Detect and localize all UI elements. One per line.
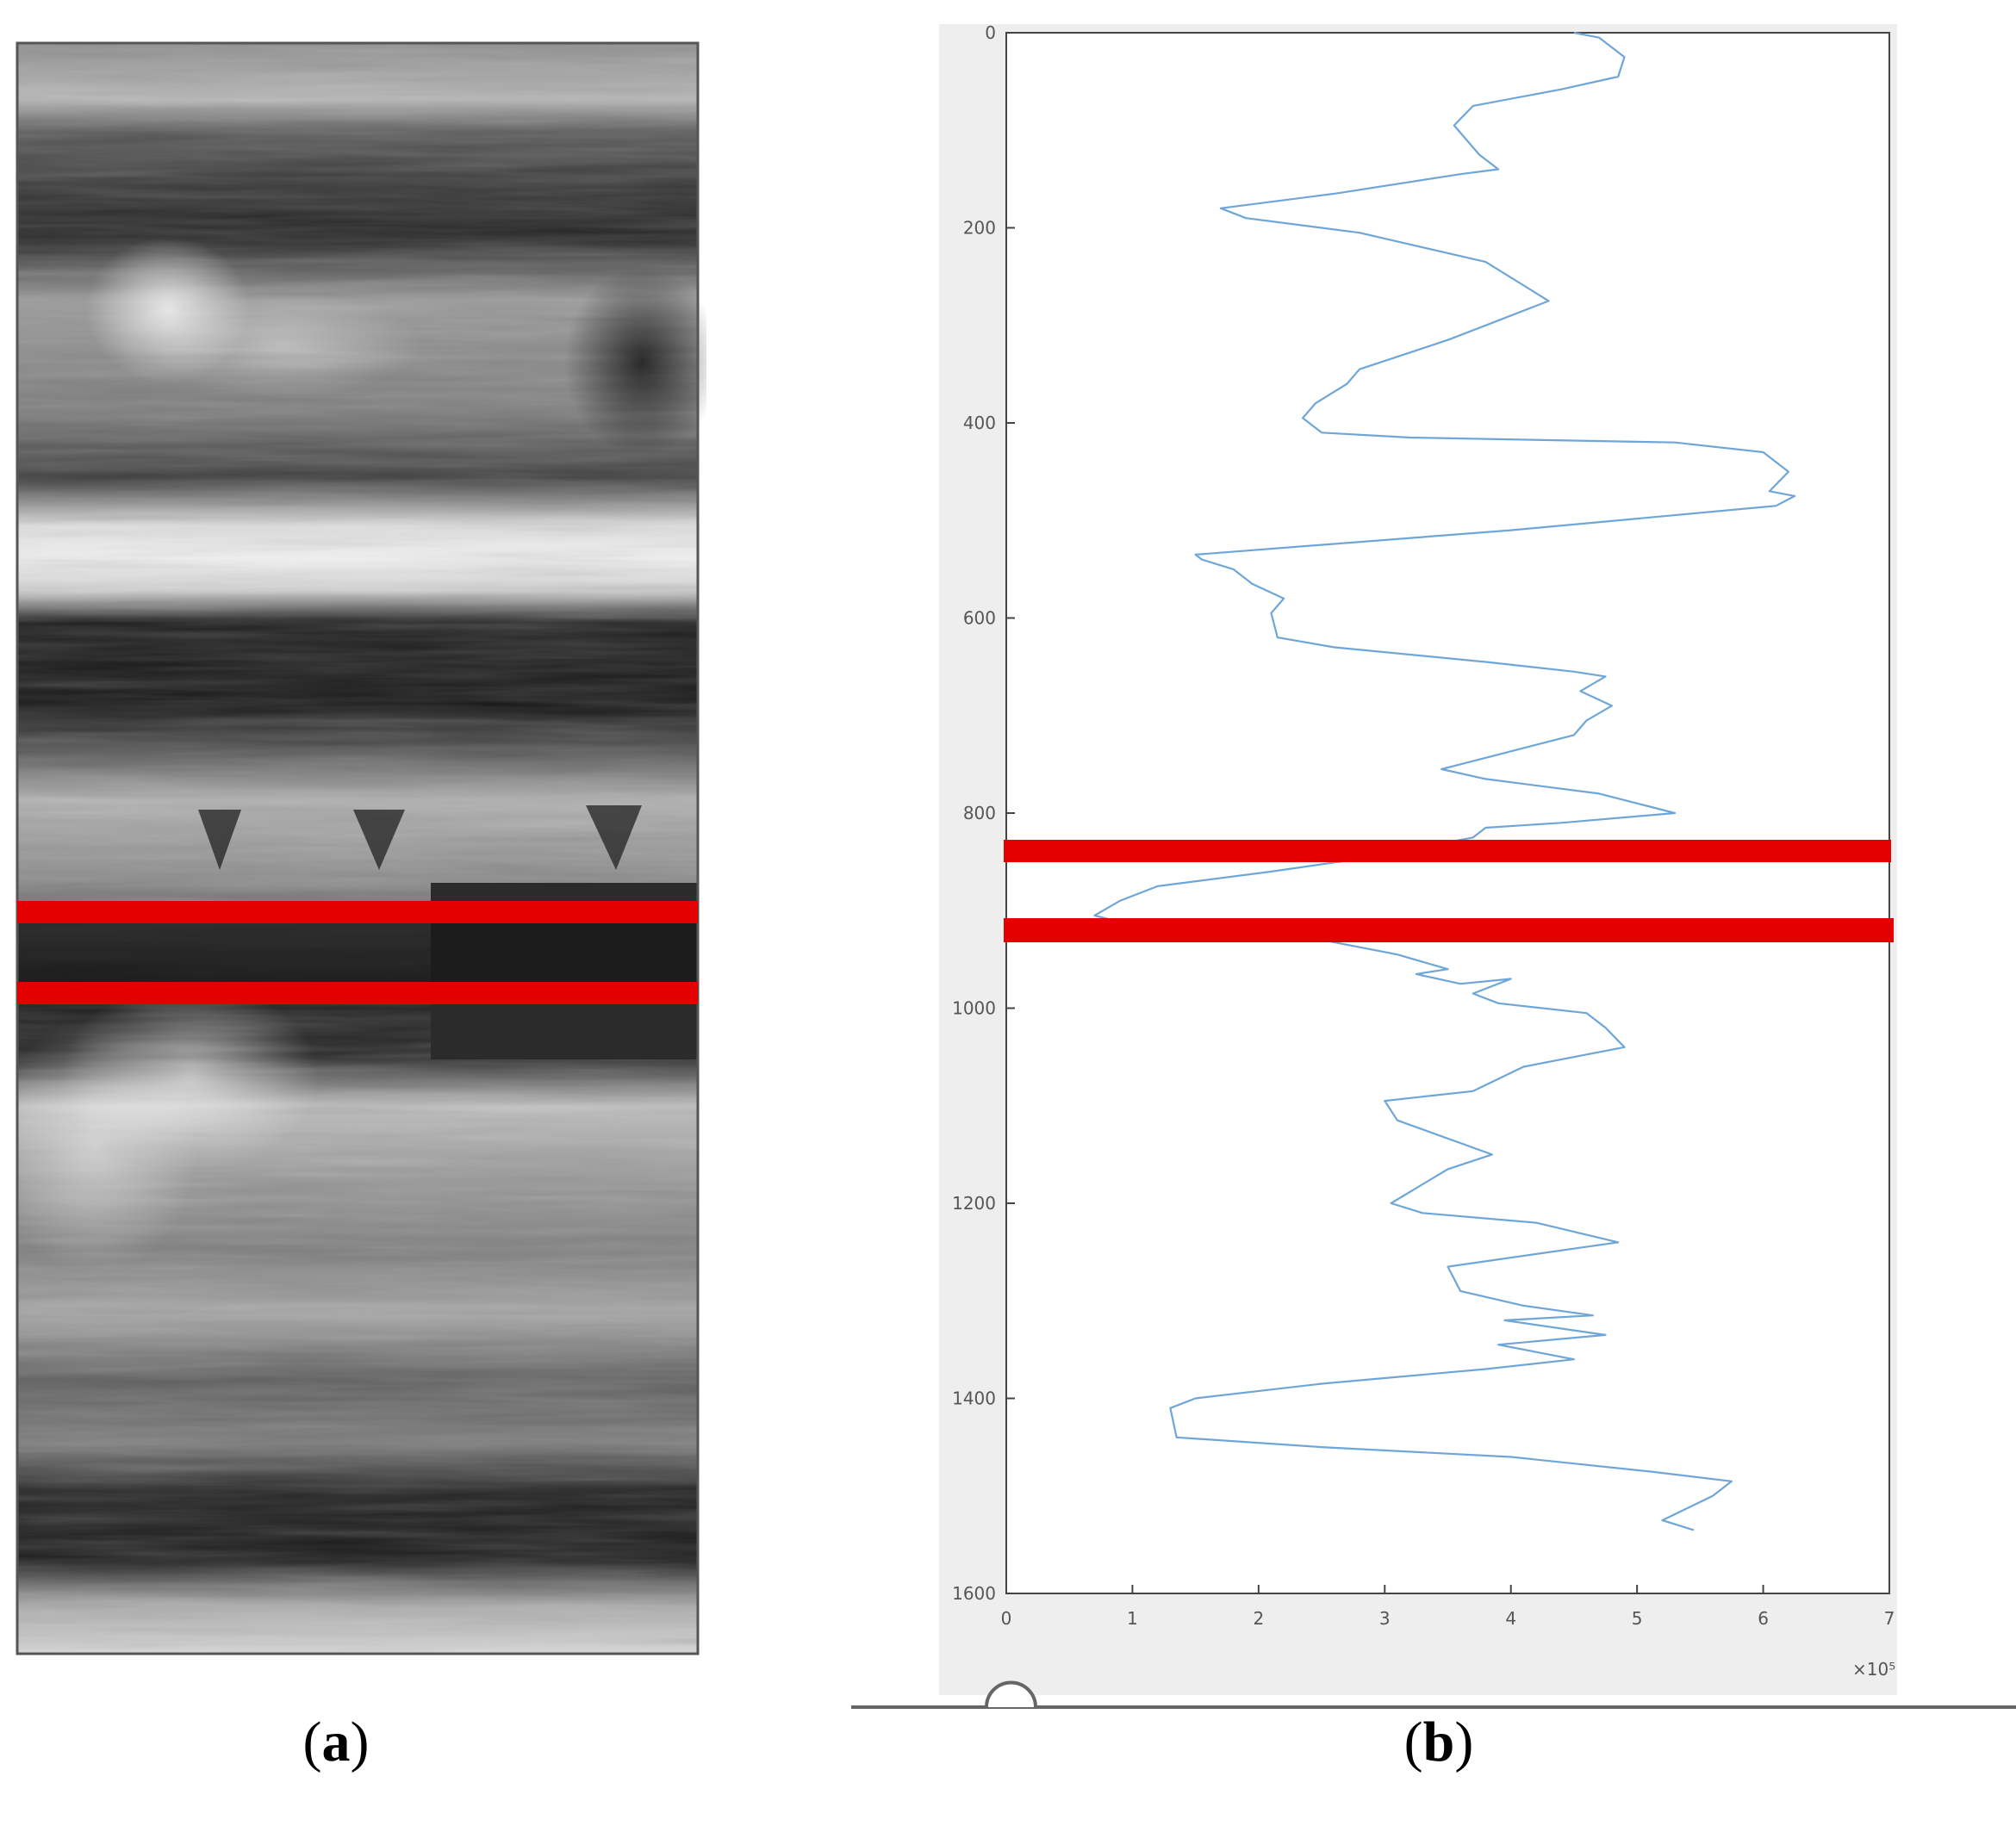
highlight-line-top	[1004, 840, 1891, 862]
y-tick-label: 400	[963, 413, 996, 433]
x-tick-label: 6	[1758, 1608, 1769, 1629]
y-tick-label: 600	[963, 608, 996, 629]
y-tick-label: 1400	[952, 1388, 996, 1409]
x-tick-label: 4	[1505, 1608, 1516, 1629]
y-tick-label: 1600	[952, 1583, 996, 1604]
panel-a-image	[0, 41, 706, 1655]
x-tick-label: 2	[1253, 1608, 1264, 1629]
profile-chart: 0 200 400 600 800 1000 1200 1400 1600 0 1 2 3 4 5 6 7 ×…	[851, 22, 2016, 1709]
x-tick-label: 1	[1127, 1608, 1138, 1629]
panel-a-caption: (a)	[302, 1711, 370, 1773]
x-axis-ticks: 0 1 2 3 4 5 6 7	[1001, 1585, 1895, 1629]
y-axis-ticks: 0 200 400 600 800 1000 1200 1400 1600	[952, 22, 1015, 1604]
panel-a-frame	[16, 41, 700, 1655]
plot-area	[1005, 32, 1890, 1594]
x-tick-label: 5	[1632, 1608, 1643, 1629]
y-tick-label: 1000	[952, 998, 996, 1019]
baseline-bar	[851, 1680, 2016, 1709]
highlight-band-bottom	[17, 982, 698, 1004]
y-tick-label: 0	[985, 22, 996, 43]
x-tick-label: 3	[1379, 1608, 1391, 1629]
y-tick-label: 200	[963, 218, 996, 239]
panel-b-caption: (b)	[1403, 1711, 1474, 1773]
x-exponent-label: ×10⁵	[1852, 1659, 1895, 1680]
x-tick-label: 0	[1001, 1608, 1012, 1629]
y-tick-label: 1200	[952, 1193, 996, 1214]
y-tick-label: 800	[963, 803, 996, 823]
highlight-line-bottom	[1004, 918, 1894, 942]
image-content	[0, 43, 706, 1654]
highlight-band-top	[17, 901, 698, 923]
profile-series-line	[1093, 31, 1796, 1531]
x-tick-label: 7	[1884, 1608, 1895, 1629]
